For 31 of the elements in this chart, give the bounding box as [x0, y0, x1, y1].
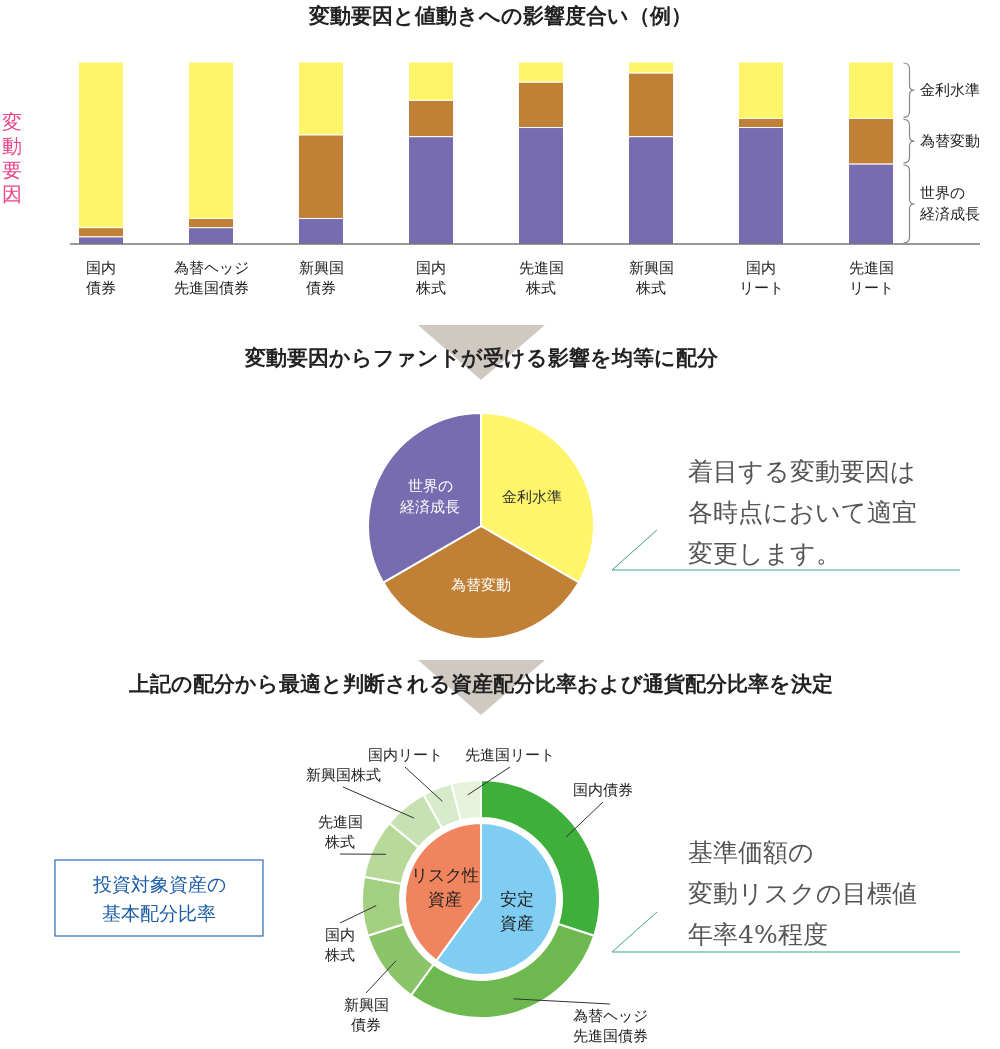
series-label: 為替変動: [919, 132, 980, 151]
chart-title: 上記の配分から最適と判断される資産配分比率および通貨配分比率を決定: [128, 670, 833, 696]
slice-label: 為替ヘッジ先進国債券: [572, 1007, 648, 1045]
chart-title: 変動要因と値動きへの影響度合い（例）: [307, 2, 692, 28]
series-label: 世界の経済成長: [918, 184, 980, 224]
text: 基準価額の変動リスクの目標値年率4%程度: [688, 837, 917, 949]
text: 着目する変動要因は各時点において適宜変更します。: [688, 456, 917, 568]
slice-label: 為替変動: [451, 575, 512, 594]
slice-label: 世界の経済成長: [399, 477, 461, 517]
x-tick-label: 新興国債券: [298, 259, 344, 297]
slice-label: 安定資産: [500, 888, 535, 933]
x-tick-label: 為替ヘッジ先進国債券: [173, 259, 249, 297]
slice-label: 金利水準: [501, 487, 562, 506]
x-tick-label: 先進国リート: [848, 259, 894, 297]
slice-label: 国内債券: [573, 781, 633, 799]
y-axis-title: 変動要因: [2, 110, 22, 206]
x-tick-label: 新興国株式: [628, 259, 674, 297]
slice-label: 先進国株式: [317, 813, 363, 851]
slice-label: 先進国リート: [465, 746, 555, 764]
x-tick-label: 国内株式: [415, 259, 446, 297]
chart-title: 変動要因からファンドが受ける影響を均等に配分: [243, 344, 719, 370]
x-tick-label: 国内債券: [86, 259, 116, 297]
slice-label: 国内リート: [367, 746, 443, 764]
slice-label: リスク性資産: [410, 865, 479, 910]
x-tick-label: 国内リート: [738, 259, 784, 297]
text: 投資対象資産の基本配分比率: [91, 872, 226, 924]
x-tick-label: 先進国株式: [518, 259, 564, 297]
series-label: 金利水準: [919, 81, 980, 100]
slice-label: 新興国株式: [305, 766, 381, 784]
slice-label: 国内株式: [324, 926, 355, 964]
slice-label: 新興国債券: [343, 996, 389, 1034]
